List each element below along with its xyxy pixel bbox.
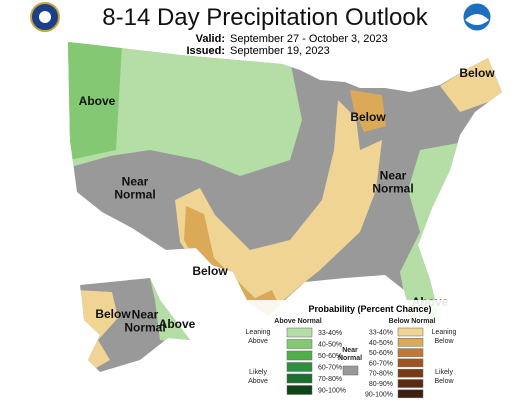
near-swatch xyxy=(342,365,359,376)
region-label: Near xyxy=(122,175,149,189)
legend-title: Probability (Percent Chance) xyxy=(308,304,431,314)
region-label: Above xyxy=(79,94,116,108)
region-label: Below xyxy=(350,110,386,124)
legend-category: Above xyxy=(248,338,268,345)
below-bin-label: 70-80% xyxy=(369,371,393,378)
below-swatch xyxy=(397,348,424,357)
region-label: Below xyxy=(459,66,495,80)
region-label: Normal xyxy=(114,188,155,202)
legend-category: Likely xyxy=(249,369,267,376)
region-label: Below xyxy=(192,264,228,278)
below-swatch xyxy=(397,338,424,347)
noaa-logo xyxy=(462,2,492,32)
valid-dates: September 27 - October 3, 2023 xyxy=(230,33,388,45)
region-label: Normal xyxy=(372,182,413,196)
above-swatch xyxy=(286,350,313,361)
below-swatch xyxy=(397,389,424,399)
region-label: Below xyxy=(95,307,131,321)
above-swatch xyxy=(286,385,313,395)
below-swatch xyxy=(397,327,424,337)
above-bin-label: 40-50% xyxy=(318,342,342,349)
issued-date: September 19, 2023 xyxy=(230,45,330,57)
valid-label: Valid: xyxy=(196,33,225,45)
issued-label: Issued: xyxy=(186,45,225,57)
legend-box xyxy=(245,300,470,402)
below-bin-label: 80-90% xyxy=(369,381,393,388)
below-bin-label: 50-60% xyxy=(369,350,393,357)
region-label: Near xyxy=(132,308,159,322)
above-swatch xyxy=(286,373,313,384)
below-bin-label: 90-100% xyxy=(365,391,393,398)
legend-category: Below xyxy=(434,378,454,385)
below-header: Below Normal xyxy=(389,318,436,325)
above-bin-label: 70-80% xyxy=(318,376,342,383)
above-swatch xyxy=(286,362,313,372)
legend-category: Leaning xyxy=(246,329,271,336)
above-bin-label: 60-70% xyxy=(318,365,342,372)
below-swatch xyxy=(397,379,424,388)
below-bin-label: 40-50% xyxy=(369,340,393,347)
legend-category: Likely xyxy=(435,369,453,376)
region-label: Above xyxy=(159,317,196,331)
above-bin-label: 50-60% xyxy=(318,353,342,360)
near-header: Near xyxy=(342,347,358,354)
above-header: Above Normal xyxy=(274,318,322,325)
title: 8-14 Day Precipitation Outlook xyxy=(102,4,429,31)
legend-category: Leaning xyxy=(432,329,457,336)
below-bin-label: 33-40% xyxy=(369,330,393,337)
above-swatch xyxy=(286,339,313,349)
above-bin-label: 90-100% xyxy=(318,388,346,395)
region-label: Near xyxy=(380,169,407,183)
above-swatch xyxy=(286,327,313,338)
region-label: Normal xyxy=(124,321,165,335)
below-swatch xyxy=(397,368,424,378)
below-bin-label: 60-70% xyxy=(369,360,393,367)
near-header: Normal xyxy=(338,355,362,362)
legend-category: Below xyxy=(434,338,454,345)
doc-logo xyxy=(30,2,60,32)
below-swatch xyxy=(397,358,424,368)
legend-category: Above xyxy=(248,378,268,385)
above-bin-label: 33-40% xyxy=(318,330,342,337)
